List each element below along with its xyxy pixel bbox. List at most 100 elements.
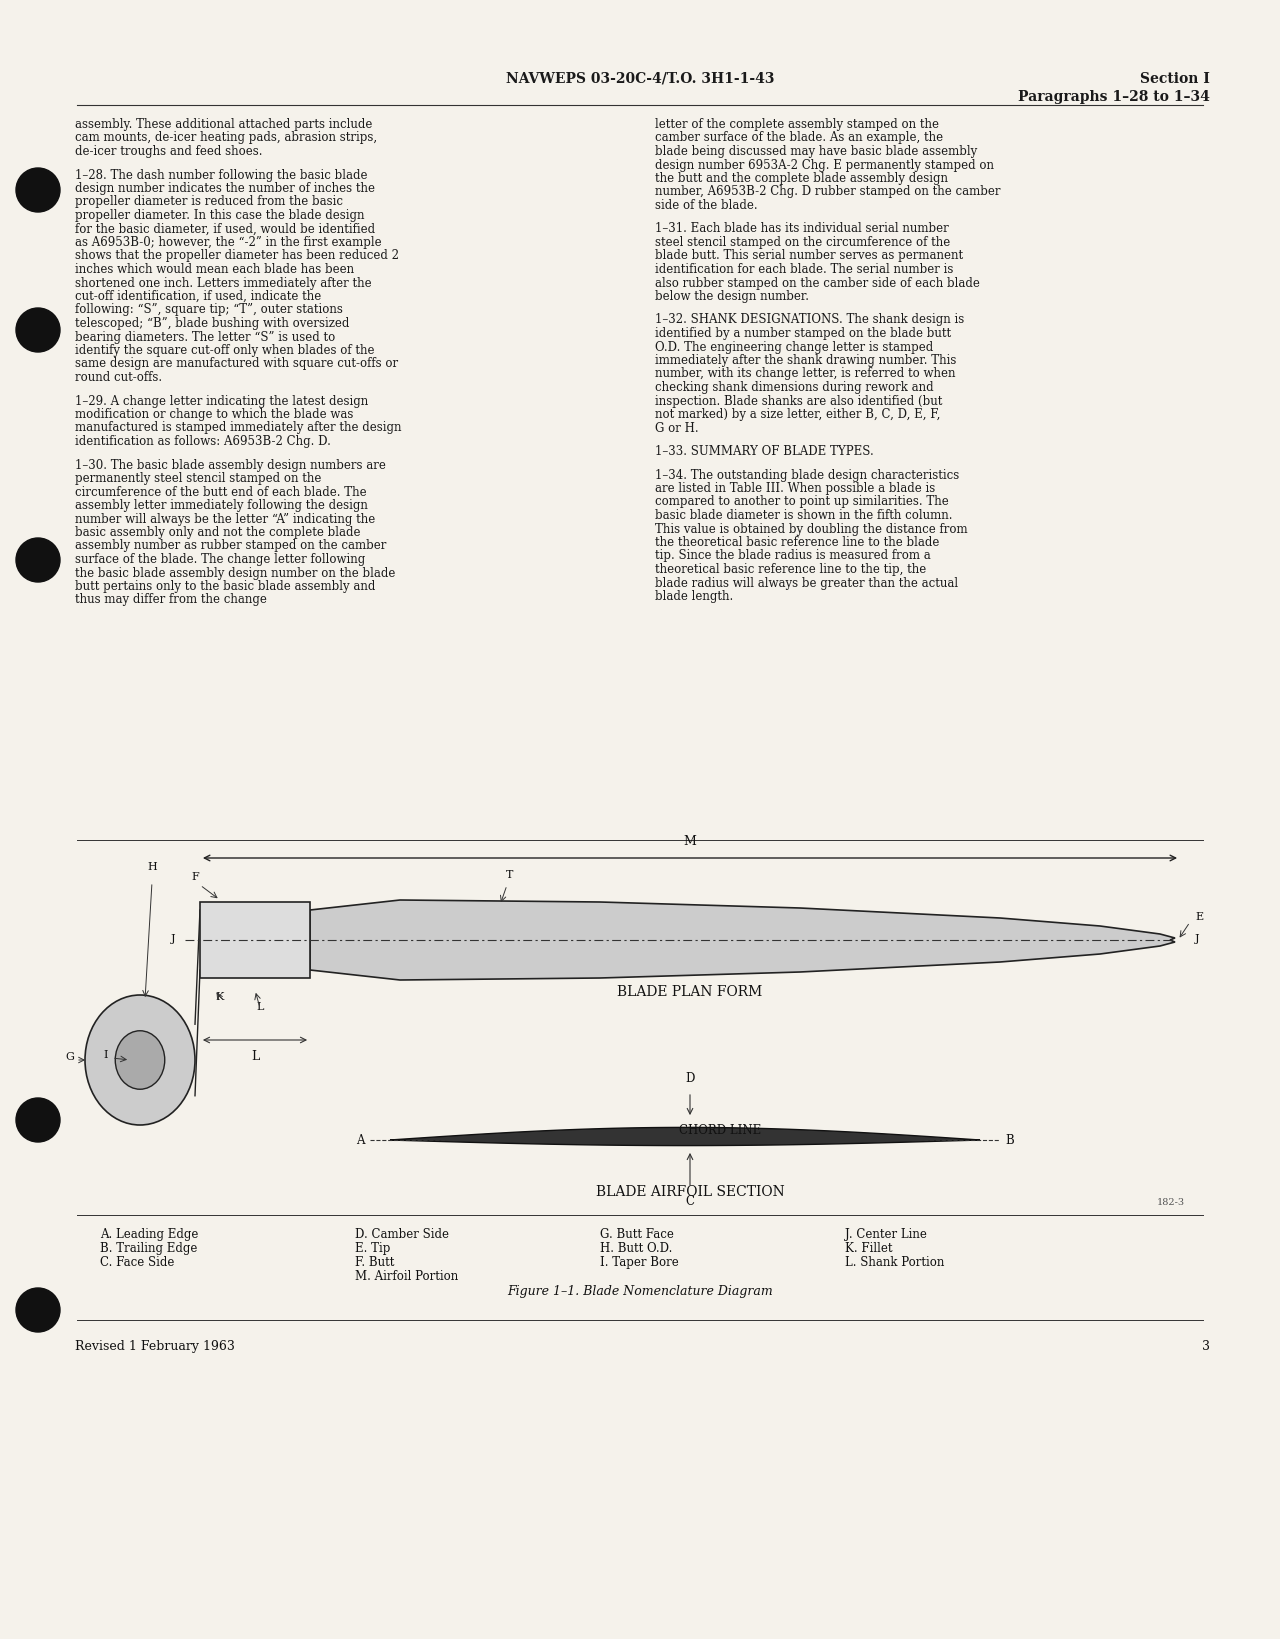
Text: H. Butt O.D.: H. Butt O.D.	[600, 1242, 672, 1255]
Text: cut-off identification, if used, indicate the: cut-off identification, if used, indicat…	[76, 290, 321, 303]
Text: identification as follows: A6953B-2 Chg. D.: identification as follows: A6953B-2 Chg.…	[76, 434, 330, 447]
Text: Paragraphs 1–28 to 1–34: Paragraphs 1–28 to 1–34	[1018, 90, 1210, 103]
Text: L: L	[256, 1001, 264, 1011]
Text: steel stencil stamped on the circumference of the: steel stencil stamped on the circumferen…	[655, 236, 950, 249]
Text: 1–30. The basic blade assembly design numbers are: 1–30. The basic blade assembly design nu…	[76, 459, 385, 472]
Text: as A6953B-0; however, the “-2” in the first example: as A6953B-0; however, the “-2” in the fi…	[76, 236, 381, 249]
Circle shape	[15, 1288, 60, 1333]
Text: J: J	[1196, 934, 1199, 944]
Text: This value is obtained by doubling the distance from: This value is obtained by doubling the d…	[655, 523, 968, 536]
Text: 1–32. SHANK DESIGNATIONS. The shank design is: 1–32. SHANK DESIGNATIONS. The shank desi…	[655, 313, 964, 326]
Text: B. Trailing Edge: B. Trailing Edge	[100, 1242, 197, 1255]
Text: manufactured is stamped immediately after the design: manufactured is stamped immediately afte…	[76, 421, 402, 434]
Text: surface of the blade. The change letter following: surface of the blade. The change letter …	[76, 552, 365, 565]
Text: basic assembly only and not the complete blade: basic assembly only and not the complete…	[76, 526, 361, 539]
Text: identify the square cut-off only when blades of the: identify the square cut-off only when bl…	[76, 344, 375, 357]
Text: 1–28. The dash number following the basic blade: 1–28. The dash number following the basi…	[76, 169, 367, 182]
Text: J: J	[170, 934, 175, 944]
Text: F: F	[191, 872, 198, 882]
FancyBboxPatch shape	[200, 901, 310, 978]
Text: blade being discussed may have basic blade assembly: blade being discussed may have basic bla…	[655, 144, 977, 157]
Circle shape	[15, 1098, 60, 1142]
Text: 1–29. A change letter indicating the latest design: 1–29. A change letter indicating the lat…	[76, 395, 369, 408]
Text: L. Shank Portion: L. Shank Portion	[845, 1255, 945, 1269]
Text: checking shank dimensions during rework and: checking shank dimensions during rework …	[655, 380, 933, 393]
Text: G: G	[65, 1052, 74, 1062]
Text: I: I	[104, 1051, 109, 1060]
Polygon shape	[390, 1128, 980, 1146]
Text: permanently steel stencil stamped on the: permanently steel stencil stamped on the	[76, 472, 321, 485]
Text: 3: 3	[1202, 1341, 1210, 1354]
Circle shape	[15, 538, 60, 582]
Text: M: M	[684, 834, 696, 847]
Text: F. Butt: F. Butt	[355, 1255, 394, 1269]
Polygon shape	[310, 900, 1175, 980]
Text: tip. Since the blade radius is measured from a: tip. Since the blade radius is measured …	[655, 549, 931, 562]
Text: design number indicates the number of inches the: design number indicates the number of in…	[76, 182, 375, 195]
Text: A: A	[357, 1134, 365, 1147]
Text: BLADE PLAN FORM: BLADE PLAN FORM	[617, 985, 763, 1000]
Text: D. Camber Side: D. Camber Side	[355, 1228, 449, 1241]
Text: Section I: Section I	[1140, 72, 1210, 85]
Text: theoretical basic reference line to the tip, the: theoretical basic reference line to the …	[655, 564, 927, 575]
Text: not marked) by a size letter, either B, C, D, E, F,: not marked) by a size letter, either B, …	[655, 408, 941, 421]
Text: the butt and the complete blade assembly design: the butt and the complete blade assembly…	[655, 172, 948, 185]
Text: K: K	[216, 992, 224, 1001]
Text: M. Airfoil Portion: M. Airfoil Portion	[355, 1270, 458, 1283]
Text: propeller diameter is reduced from the basic: propeller diameter is reduced from the b…	[76, 195, 343, 208]
Ellipse shape	[115, 1031, 165, 1090]
Ellipse shape	[84, 995, 195, 1124]
Text: NAVWEPS 03-20C-4/T.O. 3H1-1-43: NAVWEPS 03-20C-4/T.O. 3H1-1-43	[506, 72, 774, 85]
Text: telescoped; “B”, blade bushing with oversized: telescoped; “B”, blade bushing with over…	[76, 316, 349, 329]
Text: D: D	[685, 1072, 695, 1085]
Text: B: B	[1005, 1134, 1014, 1147]
Text: design number 6953A-2 Chg. E permanently stamped on: design number 6953A-2 Chg. E permanently…	[655, 159, 995, 172]
Text: L: L	[251, 1051, 259, 1064]
Text: bearing diameters. The letter “S” is used to: bearing diameters. The letter “S” is use…	[76, 331, 335, 344]
Circle shape	[15, 169, 60, 211]
Text: BLADE AIRFOIL SECTION: BLADE AIRFOIL SECTION	[595, 1185, 785, 1200]
Text: below the design number.: below the design number.	[655, 290, 809, 303]
Text: also rubber stamped on the camber side of each blade: also rubber stamped on the camber side o…	[655, 277, 980, 290]
Text: 182-3: 182-3	[1157, 1198, 1185, 1206]
Text: following: “S”, square tip; “T”, outer stations: following: “S”, square tip; “T”, outer s…	[76, 303, 343, 316]
Circle shape	[15, 308, 60, 352]
Text: propeller diameter. In this case the blade design: propeller diameter. In this case the bla…	[76, 210, 365, 221]
Text: camber surface of the blade. As an example, the: camber surface of the blade. As an examp…	[655, 131, 943, 144]
Text: C. Face Side: C. Face Side	[100, 1255, 174, 1269]
Text: G or H.: G or H.	[655, 421, 699, 434]
Text: CHORD LINE: CHORD LINE	[678, 1124, 762, 1137]
Text: 1–33. SUMMARY OF BLADE TYPES.: 1–33. SUMMARY OF BLADE TYPES.	[655, 446, 874, 457]
Text: letter of the complete assembly stamped on the: letter of the complete assembly stamped …	[655, 118, 940, 131]
Text: butt pertains only to the basic blade assembly and: butt pertains only to the basic blade as…	[76, 580, 375, 593]
Text: I. Taper Bore: I. Taper Bore	[600, 1255, 678, 1269]
Text: Figure 1–1. Blade Nomenclature Diagram: Figure 1–1. Blade Nomenclature Diagram	[507, 1285, 773, 1298]
Text: same design are manufactured with square cut-offs or: same design are manufactured with square…	[76, 357, 398, 370]
Text: blade butt. This serial number serves as permanent: blade butt. This serial number serves as…	[655, 249, 963, 262]
Text: round cut-offs.: round cut-offs.	[76, 370, 163, 384]
Text: assembly. These additional attached parts include: assembly. These additional attached part…	[76, 118, 372, 131]
Text: identification for each blade. The serial number is: identification for each blade. The seria…	[655, 262, 954, 275]
Text: inches which would mean each blade has been: inches which would mean each blade has b…	[76, 262, 355, 275]
Text: shortened one inch. Letters immediately after the: shortened one inch. Letters immediately …	[76, 277, 371, 290]
Text: G. Butt Face: G. Butt Face	[600, 1228, 673, 1241]
Text: for the basic diameter, if used, would be identified: for the basic diameter, if used, would b…	[76, 223, 375, 236]
Text: are listed in Table III. When possible a blade is: are listed in Table III. When possible a…	[655, 482, 936, 495]
Text: blade length.: blade length.	[655, 590, 733, 603]
Text: T: T	[507, 870, 513, 880]
Text: modification or change to which the blade was: modification or change to which the blad…	[76, 408, 353, 421]
Text: circumference of the butt end of each blade. The: circumference of the butt end of each bl…	[76, 485, 366, 498]
Text: the basic blade assembly design number on the blade: the basic blade assembly design number o…	[76, 567, 396, 580]
Text: side of the blade.: side of the blade.	[655, 198, 758, 211]
Text: basic blade diameter is shown in the fifth column.: basic blade diameter is shown in the fif…	[655, 510, 952, 521]
Text: inspection. Blade shanks are also identified (but: inspection. Blade shanks are also identi…	[655, 395, 942, 408]
Text: thus may differ from the change: thus may differ from the change	[76, 593, 266, 606]
Text: number, with its change letter, is referred to when: number, with its change letter, is refer…	[655, 367, 955, 380]
Text: number, A6953B-2 Chg. D rubber stamped on the camber: number, A6953B-2 Chg. D rubber stamped o…	[655, 185, 1001, 198]
Text: A. Leading Edge: A. Leading Edge	[100, 1228, 198, 1241]
Text: J. Center Line: J. Center Line	[845, 1228, 927, 1241]
Text: E. Tip: E. Tip	[355, 1242, 390, 1255]
Text: H: H	[147, 862, 157, 872]
Text: O.D. The engineering change letter is stamped: O.D. The engineering change letter is st…	[655, 341, 933, 354]
Text: 1–31. Each blade has its individual serial number: 1–31. Each blade has its individual seri…	[655, 223, 948, 236]
